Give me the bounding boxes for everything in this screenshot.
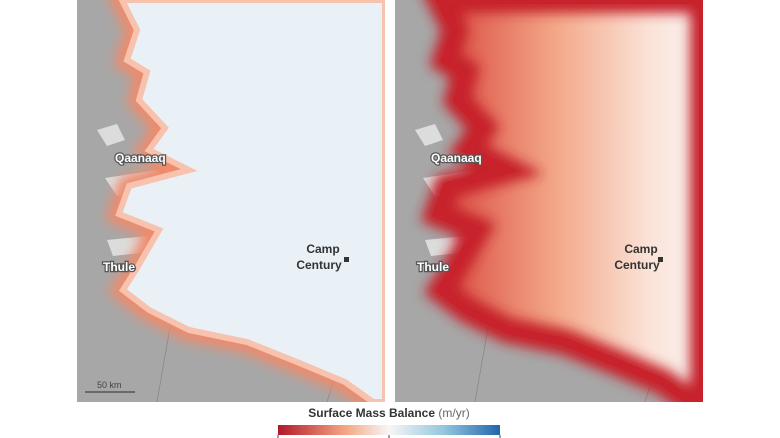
panel-future: Qaanaaq Thule Camp Century [395,0,703,402]
panel-past: Qaanaaq Thule Camp Century 50 km [77,0,385,402]
place-label: Qaanaaq [115,151,166,165]
place-label: Camp [306,242,339,256]
place-label: Thule [103,260,135,274]
place-label: Century [296,258,342,272]
legend-title-main: Surface Mass Balance [308,406,435,420]
legend-title: Surface Mass Balance (m/yr) [308,406,469,420]
place-label: Thule [417,260,449,274]
scale-label: 50 km [97,380,122,390]
colorbar [278,425,500,435]
legend: Surface Mass Balance (m/yr) [277,406,501,438]
legend-unit: (m/yr) [438,406,469,420]
place-label: Qaanaaq [431,151,482,165]
site-marker [658,257,663,262]
place-label: Camp [624,242,657,256]
site-marker [344,257,349,262]
place-label: Century [614,258,660,272]
